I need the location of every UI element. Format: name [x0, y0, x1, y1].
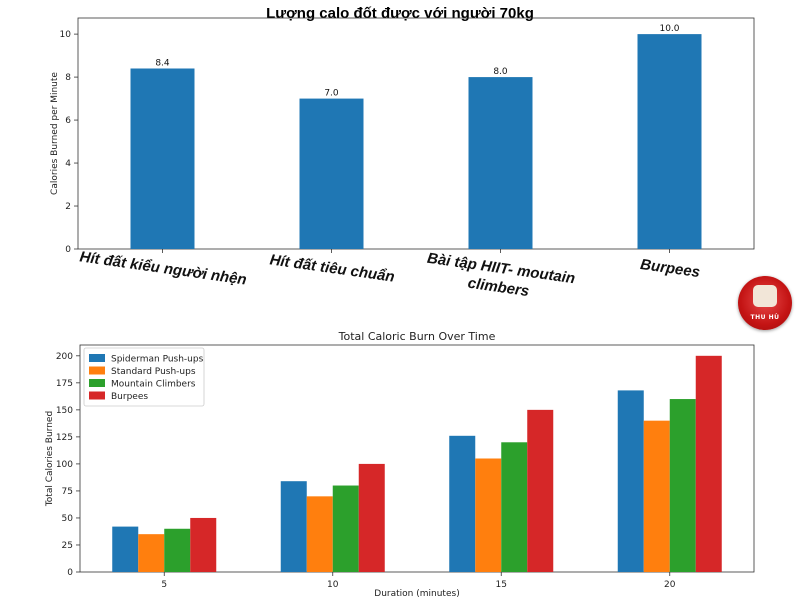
chart-1-ylabel: Calories Burned per Minute	[50, 72, 60, 195]
chart-1-bar-value-label: 8.0	[493, 67, 508, 77]
chart-2-legend-label: Mountain Climbers	[111, 380, 196, 390]
chart-2-bar	[164, 528, 191, 572]
chart-2-bar	[475, 458, 502, 572]
chart-1-frame	[77, 17, 755, 250]
chart-1-bar	[130, 68, 195, 249]
chart-2-bar	[695, 355, 722, 572]
brand-logo: THU HÙ	[738, 276, 792, 330]
chart-1-bar	[299, 98, 364, 250]
chart-2-bar	[332, 485, 359, 572]
chart-2-bar	[617, 390, 644, 572]
chart-2-bar	[190, 517, 217, 572]
chart-2-title: Total Caloric Burn Over Time	[338, 330, 496, 343]
chart-2-legend-swatch	[89, 391, 105, 400]
chart-2-bar	[669, 399, 696, 572]
chart-2-xtick-label: 15	[496, 580, 507, 590]
chart-1-bar-value-label: 10.0	[659, 24, 679, 34]
chart-2-ytick-label: 25	[62, 541, 73, 551]
chart-2-xtick-label: 10	[327, 580, 339, 590]
chart-2-legend-label: Spiderman Push-ups	[111, 355, 204, 365]
chart-1-ytick-label: 10	[60, 30, 72, 40]
chart-2-legend-swatch	[89, 366, 105, 375]
chart-2-bar	[358, 463, 385, 572]
chart-2-ylabel: Total Calories Burned	[45, 411, 55, 507]
chart-2-ytick-label: 75	[62, 487, 73, 497]
chart-2-ytick-label: 0	[67, 568, 73, 578]
chart-1-bar	[468, 77, 533, 250]
chart-1-ytick-label: 8	[65, 73, 71, 83]
chart-1-ytick-label: 4	[65, 159, 71, 169]
chart-2-bar	[138, 534, 165, 572]
chart-2-bar	[643, 420, 670, 572]
logo-face-icon	[753, 285, 777, 307]
chart-2-xlabel: Duration (minutes)	[374, 589, 459, 599]
chart-2-ytick-label: 100	[56, 460, 73, 470]
chart-2-legend-label: Standard Push-ups	[111, 367, 196, 377]
chart-1-bar	[637, 34, 702, 250]
chart-2-legend-swatch	[89, 379, 105, 387]
chart-2-ytick-label: 175	[56, 379, 73, 389]
chart-2-bar	[112, 526, 139, 572]
chart-2-legend-label: Burpees	[111, 392, 148, 402]
chart-1-ytick-label: 2	[65, 202, 71, 212]
chart-1-ytick-label: 0	[65, 245, 71, 255]
chart-2-bar	[527, 409, 554, 572]
calories-per-minute-chart: Lượng calo đốt được với người 70kg024681…	[50, 5, 755, 300]
chart-2-ytick-label: 150	[56, 406, 73, 416]
chart-1-bar-value-label: 7.0	[324, 89, 339, 99]
chart-2-bar	[306, 496, 333, 572]
chart-2-bar	[501, 442, 528, 572]
chart-1-bar-value-label: 8.4	[155, 58, 170, 68]
chart-2-ytick-label: 200	[56, 352, 73, 362]
chart-2-xtick-label: 20	[664, 580, 676, 590]
chart-2-ytick-label: 125	[56, 433, 73, 443]
chart-2-legend-swatch	[89, 354, 105, 362]
chart-2-ytick-label: 50	[62, 514, 74, 524]
chart-1-ytick-label: 6	[65, 116, 71, 126]
logo-text: THU HÙ	[750, 314, 780, 321]
chart-2-bar	[449, 435, 476, 572]
chart-2-legend	[83, 347, 205, 407]
chart-2-frame	[79, 344, 755, 573]
chart-2-bar	[280, 481, 307, 572]
chart-2-xtick-label: 5	[161, 580, 167, 590]
